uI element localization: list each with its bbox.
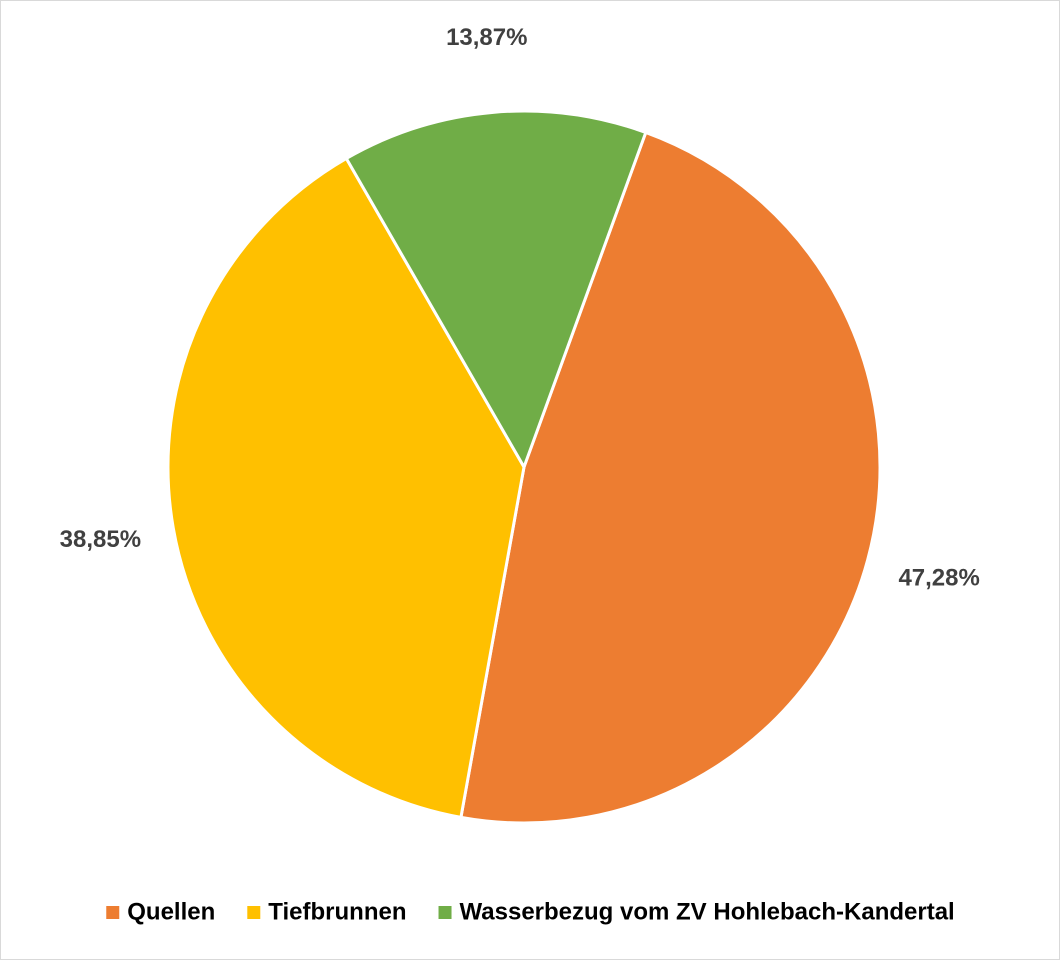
pie-slice bbox=[166, 156, 526, 820]
pie-slice bbox=[459, 130, 882, 825]
legend-swatch bbox=[438, 906, 452, 919]
legend-label: Quellen bbox=[127, 898, 215, 925]
legend-label: Wasserbezug vom ZV Hohlebach-Kandertal bbox=[460, 898, 955, 925]
legend-label: Tiefbrunnen bbox=[268, 898, 406, 925]
pie-slice bbox=[344, 109, 648, 471]
data-label: 38,85% bbox=[60, 526, 141, 553]
data-label: 13,87% bbox=[446, 24, 527, 51]
legend-swatch bbox=[106, 906, 120, 919]
legend-swatch bbox=[247, 906, 261, 919]
data-label: 47,28% bbox=[898, 564, 979, 591]
